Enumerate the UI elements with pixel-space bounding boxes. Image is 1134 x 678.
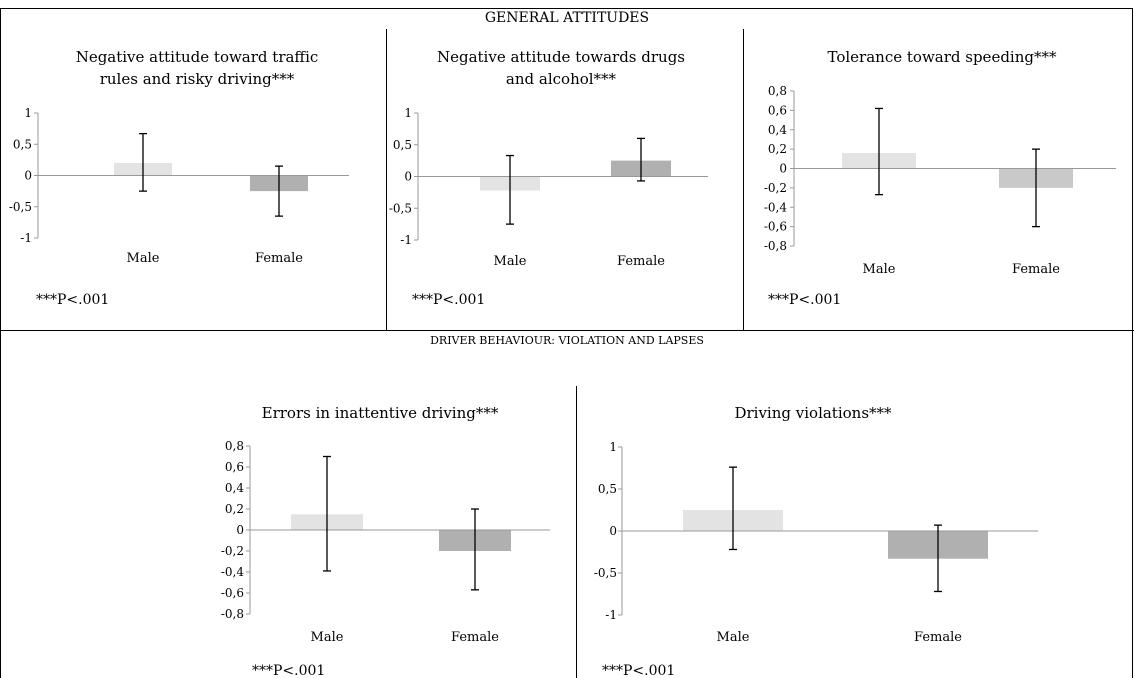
y-tick-label: -0,2 <box>764 181 787 195</box>
y-tick-label: -1 <box>400 233 412 247</box>
y-tick-label: 0,5 <box>598 482 617 496</box>
category-label-female: Female <box>617 254 665 269</box>
section-title-driver-behaviour: DRIVER BEHAVIOUR: VIOLATION AND LAPSES <box>430 334 704 347</box>
significance-note: ***P<.001 <box>768 292 841 308</box>
y-tick-label: -0,6 <box>764 220 787 234</box>
y-tick-label: 0 <box>404 170 412 184</box>
category-label-female: Female <box>255 251 303 266</box>
y-tick-label: -0,4 <box>764 200 788 214</box>
y-tick-label: -0,6 <box>221 586 244 600</box>
significance-note: ***P<.001 <box>602 663 675 678</box>
significance-note: ***P<.001 <box>412 292 485 308</box>
significance-note: ***P<.001 <box>36 292 109 308</box>
y-tick-label: 0,8 <box>768 84 787 98</box>
chart-title-line: Tolerance toward speeding*** <box>828 48 1057 66</box>
category-label-male: Male <box>494 254 527 269</box>
category-label-male: Male <box>311 630 344 645</box>
chart-title-line: Errors in inattentive driving*** <box>262 404 499 422</box>
y-tick-label: 1 <box>24 106 32 120</box>
chart-title-line: rules and risky driving*** <box>100 70 295 88</box>
y-tick-label: 0,2 <box>225 502 244 516</box>
y-tick-label: -1 <box>605 608 617 622</box>
chart-title-line: Negative attitude towards drugs <box>437 48 685 66</box>
category-label-male: Male <box>127 251 160 266</box>
y-tick-label: -0,2 <box>221 544 244 558</box>
y-tick-label: 0,8 <box>225 439 244 453</box>
y-tick-label: 0,5 <box>393 138 412 152</box>
y-tick-label: 0 <box>236 523 244 537</box>
category-label-male: Male <box>863 262 896 277</box>
outer-border <box>0 8 1133 678</box>
y-tick-label: 1 <box>609 440 617 454</box>
category-label-female: Female <box>1012 262 1060 277</box>
y-tick-label: 0,6 <box>768 103 787 117</box>
y-tick-label: -0,8 <box>221 607 244 621</box>
y-tick-label: 0 <box>779 162 787 176</box>
chart-title-line: and alcohol*** <box>506 70 617 88</box>
y-tick-label: 0 <box>24 169 32 183</box>
y-tick-label: -1 <box>20 231 32 245</box>
y-tick-label: 1 <box>404 106 412 120</box>
y-tick-label: 0,5 <box>13 137 32 151</box>
category-label-male: Male <box>717 630 750 645</box>
y-tick-label: -0,4 <box>221 565 245 579</box>
category-label-female: Female <box>451 630 499 645</box>
y-tick-label: 0,4 <box>768 123 787 137</box>
y-tick-label: -0,5 <box>9 200 32 214</box>
y-tick-label: -0,5 <box>594 566 617 580</box>
y-tick-label: 0,6 <box>225 460 244 474</box>
significance-note: ***P<.001 <box>252 663 325 678</box>
category-label-female: Female <box>914 630 962 645</box>
chart-title-line: Driving violations*** <box>734 404 892 422</box>
y-tick-label: 0,4 <box>225 481 244 495</box>
y-tick-label: 0,2 <box>768 142 787 156</box>
chart-title-line: Negative attitude toward traffic <box>76 48 319 66</box>
y-tick-label: -0,5 <box>389 201 412 215</box>
y-tick-label: 0 <box>609 524 617 538</box>
y-tick-label: -0,8 <box>764 239 787 253</box>
section-title-general-attitudes: GENERAL ATTITUDES <box>484 10 650 26</box>
